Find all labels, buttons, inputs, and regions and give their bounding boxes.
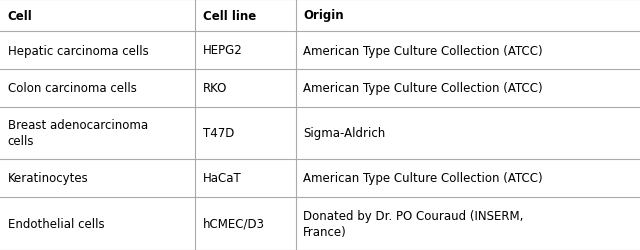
Text: RKO: RKO xyxy=(203,82,227,95)
Text: Donated by Dr. PO Couraud (INSERM,
France): Donated by Dr. PO Couraud (INSERM, Franc… xyxy=(303,209,524,238)
Text: HaCaT: HaCaT xyxy=(203,172,242,185)
Text: Hepatic carcinoma cells: Hepatic carcinoma cells xyxy=(8,44,148,57)
Text: American Type Culture Collection (ATCC): American Type Culture Collection (ATCC) xyxy=(303,172,543,185)
Text: American Type Culture Collection (ATCC): American Type Culture Collection (ATCC) xyxy=(303,82,543,95)
Text: Colon carcinoma cells: Colon carcinoma cells xyxy=(8,82,136,95)
Text: Keratinocytes: Keratinocytes xyxy=(8,172,88,185)
Text: Cell: Cell xyxy=(8,10,33,22)
Text: Cell line: Cell line xyxy=(203,10,256,22)
Text: American Type Culture Collection (ATCC): American Type Culture Collection (ATCC) xyxy=(303,44,543,57)
Text: T47D: T47D xyxy=(203,127,234,140)
Text: Endothelial cells: Endothelial cells xyxy=(8,217,104,230)
Text: Sigma-Aldrich: Sigma-Aldrich xyxy=(303,127,386,140)
Text: Breast adenocarcinoma
cells: Breast adenocarcinoma cells xyxy=(8,119,148,148)
Text: hCMEC/D3: hCMEC/D3 xyxy=(203,217,265,230)
Text: HEPG2: HEPG2 xyxy=(203,44,243,57)
Text: Origin: Origin xyxy=(303,10,344,22)
